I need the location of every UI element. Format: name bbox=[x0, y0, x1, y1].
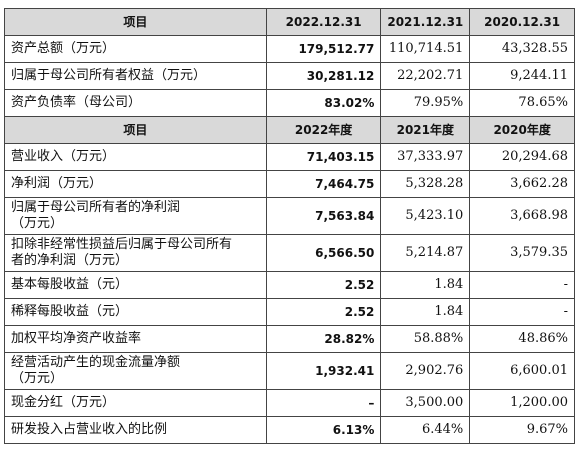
value-cell: 79.95% bbox=[380, 89, 471, 117]
value-cell: 7,563.84 bbox=[265, 197, 382, 235]
row-label: 基本每股收益（元） bbox=[4, 271, 267, 299]
header-cell: 项目 bbox=[4, 116, 267, 144]
value-cell: 2.52 bbox=[265, 298, 382, 326]
value-cell: 43,328.55 bbox=[469, 35, 575, 63]
header-cell: 2022.12.31 bbox=[265, 8, 382, 36]
value-cell: 3,500.00 bbox=[380, 389, 471, 417]
data-row: 研发投入占营业收入的比例 6.13% 6.44% 9.67% bbox=[4, 416, 575, 444]
value-cell: 83.02% bbox=[265, 89, 382, 117]
value-cell: 9,244.11 bbox=[469, 62, 575, 90]
data-row: 净利润（万元） 7,464.75 5,328.28 3,662.28 bbox=[4, 170, 575, 198]
header-row: 项目 2022.12.31 2021.12.31 2020.12.31 bbox=[4, 8, 575, 36]
data-row: 经营活动产生的现金流量净额 （万元） 1,932.41 2,902.76 6,600.0… bbox=[4, 352, 575, 390]
value-cell: 1.84 bbox=[380, 271, 471, 299]
value-cell: 1.84 bbox=[380, 298, 471, 326]
row-label: 经营活动产生的现金流量净额 （万元） bbox=[4, 352, 267, 390]
label-line: 经营活动产生的现金流量净额 bbox=[11, 355, 181, 370]
row-label: 加权平均净资产收益率 bbox=[4, 325, 267, 353]
row-label: 归属于母公司所有者权益（万元） bbox=[4, 62, 267, 90]
value-cell: 179,512.77 bbox=[265, 35, 382, 63]
data-row: 归属于母公司所有者权益（万元） 30,281.12 22,202.71 9,244.1… bbox=[4, 62, 575, 90]
value-cell: 22,202.71 bbox=[380, 62, 471, 90]
value-cell: 6.44% bbox=[380, 416, 471, 444]
value-cell: 3,579.35 bbox=[469, 234, 575, 272]
label-line: （万元） bbox=[11, 216, 64, 231]
value-cell: 30,281.12 bbox=[265, 62, 382, 90]
row-label: 资产负债率（母公司） bbox=[4, 89, 267, 117]
row-label: 归属于母公司所有者的净利润 （万元） bbox=[4, 197, 267, 235]
row-label: 现金分红（万元） bbox=[4, 389, 267, 417]
row-label: 研发投入占营业收入的比例 bbox=[4, 416, 267, 444]
row-label: 营业收入（万元） bbox=[4, 143, 267, 171]
value-cell: 9.67% bbox=[469, 416, 575, 444]
value-cell: 78.65% bbox=[469, 89, 575, 117]
label-line: 加权平均净资产收益率 bbox=[11, 331, 142, 346]
value-cell: 58.88% bbox=[380, 325, 471, 353]
value-cell: 7,464.75 bbox=[265, 170, 382, 198]
header-cell: 2022年度 bbox=[265, 116, 382, 144]
value-cell: 3,662.28 bbox=[469, 170, 575, 198]
row-label: 稀释每股收益（元） bbox=[4, 298, 267, 326]
value-cell: – bbox=[265, 389, 382, 417]
data-row: 归属于母公司所有者的净利润 （万元） 7,563.84 5,423.10 3,668.9… bbox=[4, 197, 575, 235]
data-row: 资产负债率（母公司） 83.02% 79.95% 78.65% bbox=[4, 89, 575, 117]
data-row: 营业收入（万元） 71,403.15 37,333.97 20,294.68 bbox=[4, 143, 575, 171]
label-line: 基本每股收益（元） bbox=[11, 277, 129, 292]
value-cell: 37,333.97 bbox=[380, 143, 471, 171]
label-line: 资产负债率（母公司） bbox=[11, 95, 142, 110]
header-cell: 2021.12.31 bbox=[380, 8, 471, 36]
label-line: 研发投入占营业收入的比例 bbox=[11, 422, 168, 437]
data-row: 资产总额（万元） 179,512.77 110,714.51 43,328.55 bbox=[4, 35, 575, 63]
header-row: 项目 2022年度 2021年度 2020年度 bbox=[4, 116, 575, 144]
label-line: 稀释每股收益（元） bbox=[11, 304, 129, 319]
header-cell: 2020年度 bbox=[469, 116, 575, 144]
value-cell: 48.86% bbox=[469, 325, 575, 353]
row-label: 净利润（万元） bbox=[4, 170, 267, 198]
value-cell: 1,200.00 bbox=[469, 389, 575, 417]
value-cell: 20,294.68 bbox=[469, 143, 575, 171]
value-cell: 110,714.51 bbox=[380, 35, 471, 63]
data-row: 扣除非经常性损益后归属于母公司所有 者的净利润（万元） 6,566.50 5,214.… bbox=[4, 234, 575, 272]
label-line: 者的净利润（万元） bbox=[11, 253, 129, 268]
label-line: 归属于母公司所有者权益（万元） bbox=[11, 68, 207, 83]
header-cell: 2020.12.31 bbox=[469, 8, 575, 36]
value-cell: - bbox=[469, 298, 575, 326]
value-cell: 71,403.15 bbox=[265, 143, 382, 171]
value-cell: 6.13% bbox=[265, 416, 382, 444]
value-cell: 3,668.98 bbox=[469, 197, 575, 235]
value-cell: 5,328.28 bbox=[380, 170, 471, 198]
value-cell: 5,214.87 bbox=[380, 234, 471, 272]
value-cell: 2,902.76 bbox=[380, 352, 471, 390]
label-line: 资产总额（万元） bbox=[11, 41, 116, 56]
data-row: 基本每股收益（元） 2.52 1.84- bbox=[4, 271, 575, 299]
row-label: 扣除非经常性损益后归属于母公司所有 者的净利润（万元） bbox=[4, 234, 267, 272]
data-row: 现金分红（万元） –3,500.00 1,200.00 bbox=[4, 389, 575, 417]
row-label: 资产总额（万元） bbox=[4, 35, 267, 63]
value-cell: 1,932.41 bbox=[265, 352, 382, 390]
value-cell: 5,423.10 bbox=[380, 197, 471, 235]
header-cell: 项目 bbox=[4, 8, 267, 36]
value-cell: 6,600.01 bbox=[469, 352, 575, 390]
label-line: 现金分红（万元） bbox=[11, 395, 116, 410]
data-row: 加权平均净资产收益率 28.82% 58.88% 48.86% bbox=[4, 325, 575, 353]
value-cell: 2.52 bbox=[265, 271, 382, 299]
label-line: 扣除非经常性损益后归属于母公司所有 bbox=[11, 237, 233, 252]
header-cell: 2021年度 bbox=[380, 116, 471, 144]
value-cell: - bbox=[469, 271, 575, 299]
value-cell: 6,566.50 bbox=[265, 234, 382, 272]
value-cell: 28.82% bbox=[265, 325, 382, 353]
financial-table: 项目 2022.12.31 2021.12.31 2020.12.31 资产总额（万元）… bbox=[4, 8, 575, 444]
label-line: 营业收入（万元） bbox=[11, 149, 116, 164]
data-row: 稀释每股收益（元） 2.52 1.84- bbox=[4, 298, 575, 326]
label-line: （万元） bbox=[11, 371, 64, 386]
label-line: 归属于母公司所有者的净利润 bbox=[11, 200, 181, 215]
label-line: 净利润（万元） bbox=[11, 176, 103, 191]
table-body: 项目 2022.12.31 2021.12.31 2020.12.31 资产总额（万元）… bbox=[4, 8, 575, 444]
